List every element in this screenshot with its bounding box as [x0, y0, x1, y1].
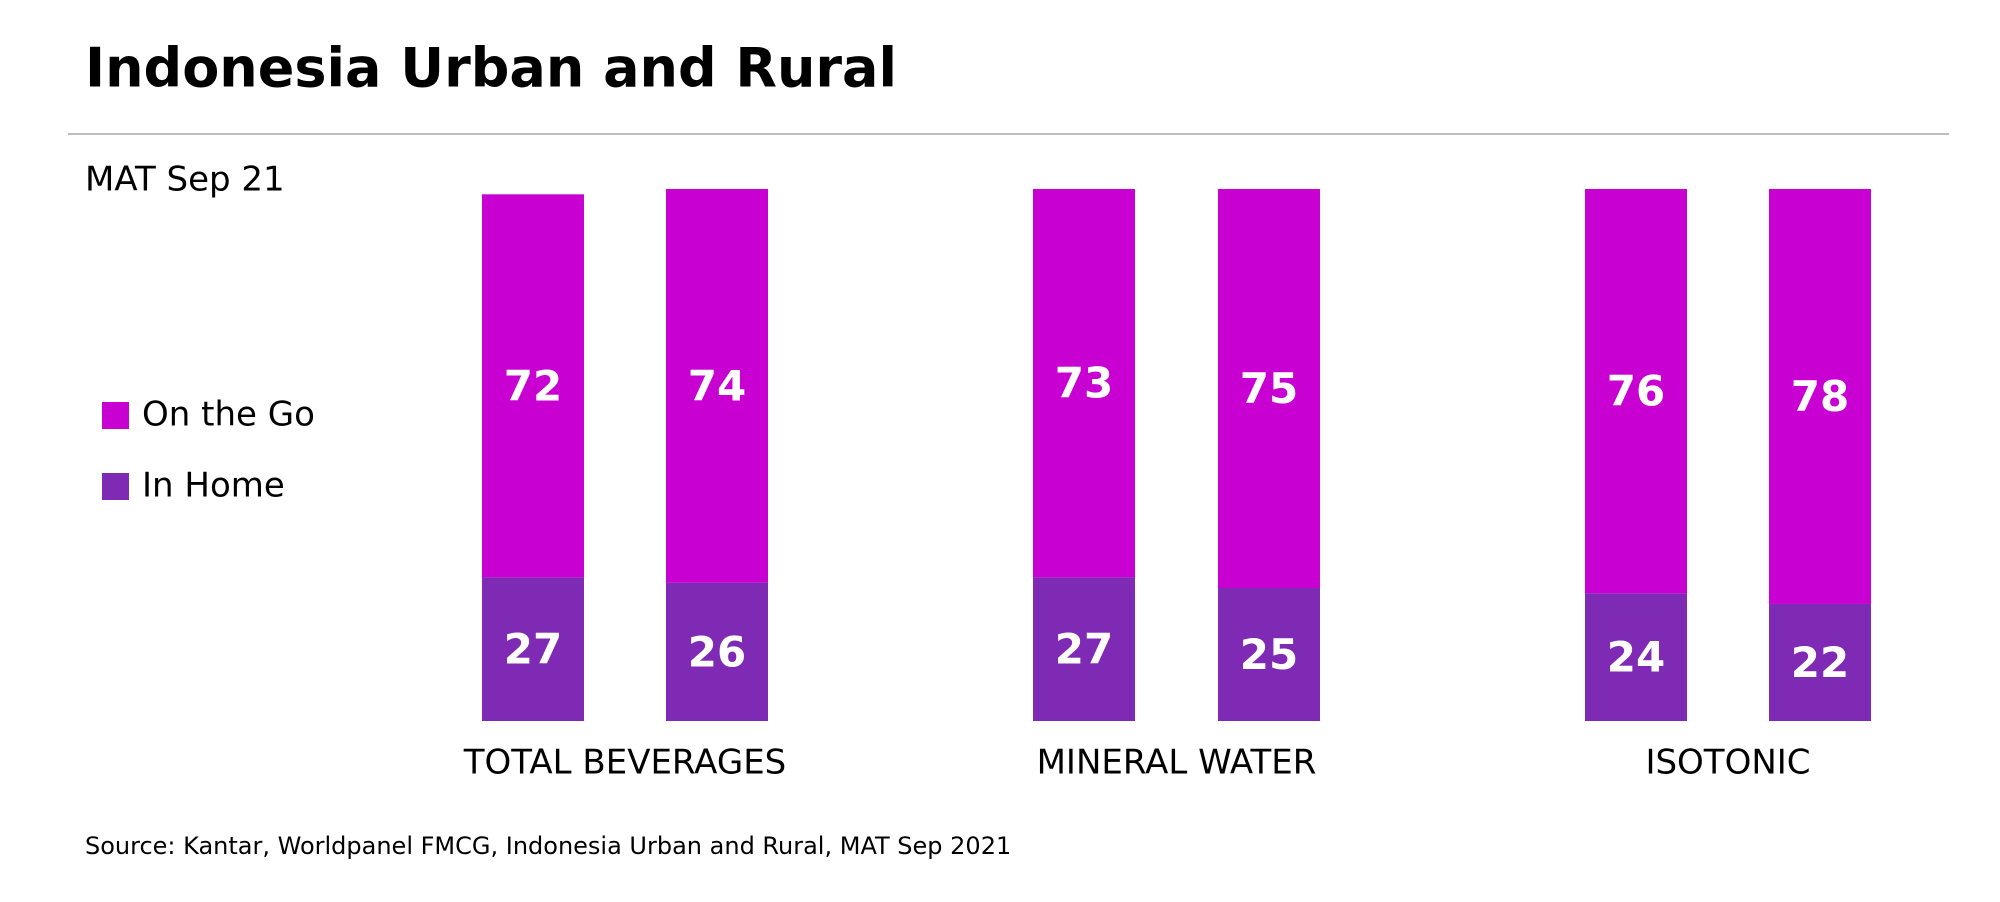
bar-segment — [1769, 603, 1871, 721]
bar-segment — [1218, 588, 1320, 721]
legend-swatch — [102, 473, 129, 500]
bar-segment — [1585, 593, 1687, 721]
bar-segment — [1033, 189, 1135, 578]
subtitle: MAT Sep 21 — [85, 160, 285, 200]
value-label: 25 — [1240, 630, 1298, 679]
value-label: 27 — [1055, 625, 1113, 674]
bar-segment — [666, 189, 768, 583]
value-label: 76 — [1607, 367, 1665, 416]
value-label: 73 — [1055, 359, 1113, 408]
bar-segment — [1218, 189, 1320, 588]
value-label: 26 — [688, 627, 746, 676]
bar-segment — [1769, 189, 1871, 604]
bar-segment — [1585, 189, 1687, 594]
bar-segment — [1033, 577, 1135, 721]
x-tick-label: MINERAL WATER — [1037, 743, 1317, 783]
value-label: 78 — [1791, 372, 1849, 421]
legend-label: On the Go — [142, 395, 315, 435]
value-label: 75 — [1240, 364, 1298, 413]
value-label: 27 — [504, 625, 562, 674]
value-label: 22 — [1791, 638, 1849, 687]
value-label: 72 — [504, 361, 562, 410]
chart-title: Indonesia Urban and Rural — [85, 37, 897, 100]
legend-label: In Home — [142, 466, 285, 506]
value-label: 24 — [1607, 633, 1665, 682]
bar-segment — [482, 577, 584, 721]
x-tick-label: TOTAL BEVERAGES — [463, 743, 787, 783]
bar-segment — [666, 582, 768, 721]
source-note: Source: Kantar, Worldpanel FMCG, Indones… — [85, 832, 1011, 860]
bar-segment — [482, 194, 584, 578]
x-tick-label: ISOTONIC — [1645, 743, 1810, 783]
value-label: 74 — [688, 361, 746, 410]
legend-swatch — [102, 402, 129, 429]
